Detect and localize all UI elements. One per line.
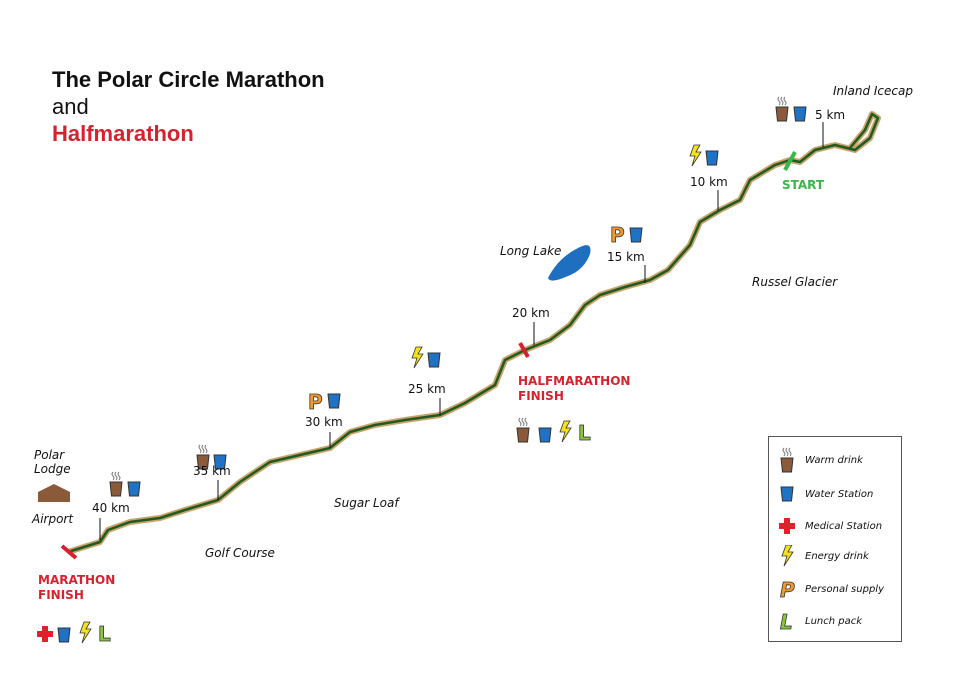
place-inland-icecap: Inland Icecap <box>833 84 913 98</box>
title: The Polar Circle Marathon and Halfmarath… <box>52 66 325 147</box>
water-icon <box>427 352 441 368</box>
water-icon <box>538 427 552 443</box>
km-ticks <box>99 122 824 540</box>
km-label: 25 km <box>408 382 446 396</box>
place-russel-glacier: Russel Glacier <box>752 275 838 289</box>
warm-drink-icon <box>780 447 794 473</box>
route-halo <box>67 111 881 555</box>
legend-label: Warm drink <box>805 454 863 466</box>
halfmarathon-finish-label: HALFMARATHON FINISH <box>518 374 631 403</box>
legend: Warm drink Water Station Medical Station… <box>768 436 902 642</box>
energy-drink-icon <box>79 621 92 644</box>
km-label: 10 km <box>690 175 728 189</box>
legend-item-water-station: Water Station <box>779 483 873 505</box>
route-line <box>67 112 880 554</box>
title-line-1: The Polar Circle Marathon <box>52 67 325 92</box>
water-icon <box>780 486 794 502</box>
place-sugar-loaf: Sugar Loaf <box>334 496 399 510</box>
legend-label: Water Station <box>805 488 874 500</box>
personal-supply-icon <box>779 579 795 599</box>
place-long-lake: Long Lake <box>500 244 562 258</box>
legend-item-lunch-pack: Lunch pack <box>779 611 862 631</box>
legend-item-energy-drink: Energy drink <box>779 545 869 567</box>
water-icon <box>57 627 71 643</box>
marathon-finish-line <box>60 544 78 560</box>
legend-label: Medical Station <box>805 520 883 532</box>
energy-drink-icon <box>689 144 702 167</box>
legend-item-personal-supply: Personal supply <box>779 579 884 599</box>
place-airport: Airport <box>32 512 74 526</box>
title-line-3: Halfmarathon <box>52 121 194 146</box>
warm-drink-icon <box>775 96 789 122</box>
lunch-pack-icon <box>577 420 592 446</box>
water-icon <box>705 150 719 166</box>
lunch-pack-icon <box>97 621 112 647</box>
start-label: START <box>782 178 825 192</box>
km-label: 35 km <box>193 464 231 478</box>
legend-label: Lunch pack <box>805 615 863 627</box>
marathon-finish-label: MARATHON FINISH <box>38 573 116 602</box>
energy-drink-icon <box>411 346 424 369</box>
halfmarathon-finish-line <box>518 342 530 358</box>
energy-drink-icon <box>559 420 572 443</box>
km-label: 15 km <box>607 250 645 264</box>
km-label: 5 km <box>815 108 846 122</box>
place-golf-course: Golf Course <box>205 546 275 560</box>
km-label: 20 km <box>512 306 550 320</box>
start-line <box>783 151 797 171</box>
lunch-pack-icon <box>779 611 794 631</box>
legend-label: Personal supply <box>805 583 884 595</box>
water-icon <box>793 106 807 122</box>
km-label: 40 km <box>92 501 130 515</box>
warm-drink-icon <box>109 471 123 497</box>
warm-drink-icon <box>516 417 530 443</box>
personal-supply-icon <box>307 389 324 415</box>
km-label: 30 km <box>305 415 343 429</box>
place-polar-lodge: Polar Lodge <box>34 448 71 476</box>
medical-icon <box>37 626 53 642</box>
legend-item-warm-drink: Warm drink <box>779 447 863 473</box>
medical-icon <box>779 518 795 534</box>
title-line-2: and <box>52 94 89 119</box>
legend-item-medical-station: Medical Station <box>779 517 882 535</box>
energy-drink-icon <box>781 545 794 567</box>
water-icon <box>629 227 643 243</box>
long-lake <box>548 245 591 281</box>
water-icon <box>127 481 141 497</box>
water-icon <box>327 393 341 409</box>
polar-lodge-icon <box>38 484 70 502</box>
personal-supply-icon <box>609 222 626 248</box>
legend-label: Energy drink <box>805 550 869 562</box>
